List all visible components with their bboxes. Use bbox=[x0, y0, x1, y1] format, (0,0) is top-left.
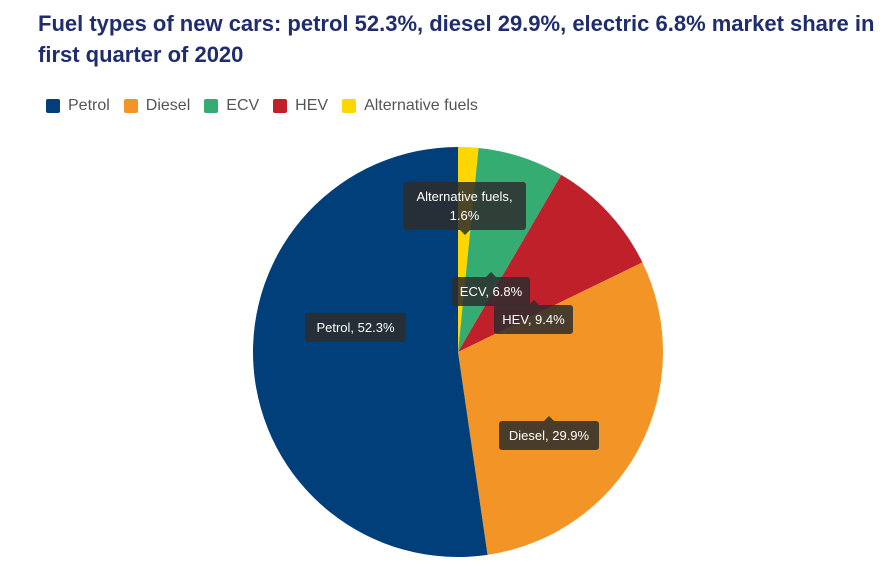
legend-swatch bbox=[342, 99, 357, 113]
legend-label: Petrol bbox=[68, 97, 110, 114]
legend-item-alternative-fuels[interactable]: Alternative fuels bbox=[342, 97, 478, 115]
data-label-ecv: ECV, 6.8% bbox=[452, 272, 530, 306]
legend-swatch bbox=[123, 99, 138, 113]
data-label-petrol: Petrol, 52.3% bbox=[305, 313, 406, 342]
legend-swatch bbox=[46, 99, 60, 113]
chart-title: Fuel types of new cars: petrol 52.3%, di… bbox=[38, 11, 875, 67]
legend-item-petrol[interactable]: Petrol bbox=[46, 97, 110, 115]
label-value: 1.6% bbox=[449, 208, 480, 223]
legend-swatch bbox=[204, 99, 219, 113]
legend-label: Diesel bbox=[145, 97, 191, 114]
pie-slice-petrol[interactable] bbox=[253, 147, 488, 557]
legend-item-ecv[interactable]: ECV bbox=[204, 97, 259, 115]
legend-label: ECV bbox=[226, 97, 260, 114]
legend-label: Alternative fuels bbox=[364, 97, 478, 114]
legend-label: HEV bbox=[295, 97, 329, 114]
label-name: Alternative fuels bbox=[416, 189, 509, 204]
legend: Petrol Diesel ECV HEV Alternative fuels bbox=[46, 97, 492, 115]
data-label-hev: HEV, 9.4% bbox=[494, 300, 573, 334]
pie-slice-diesel[interactable] bbox=[458, 262, 663, 555]
legend-item-hev[interactable]: HEV bbox=[273, 97, 328, 115]
data-label-diesel: Diesel, 29.9% bbox=[499, 416, 599, 450]
legend-swatch bbox=[273, 99, 288, 113]
data-label-alternative-fuels: Alternative fuels, 1.6% bbox=[403, 182, 526, 235]
legend-item-diesel[interactable]: Diesel bbox=[123, 97, 191, 115]
